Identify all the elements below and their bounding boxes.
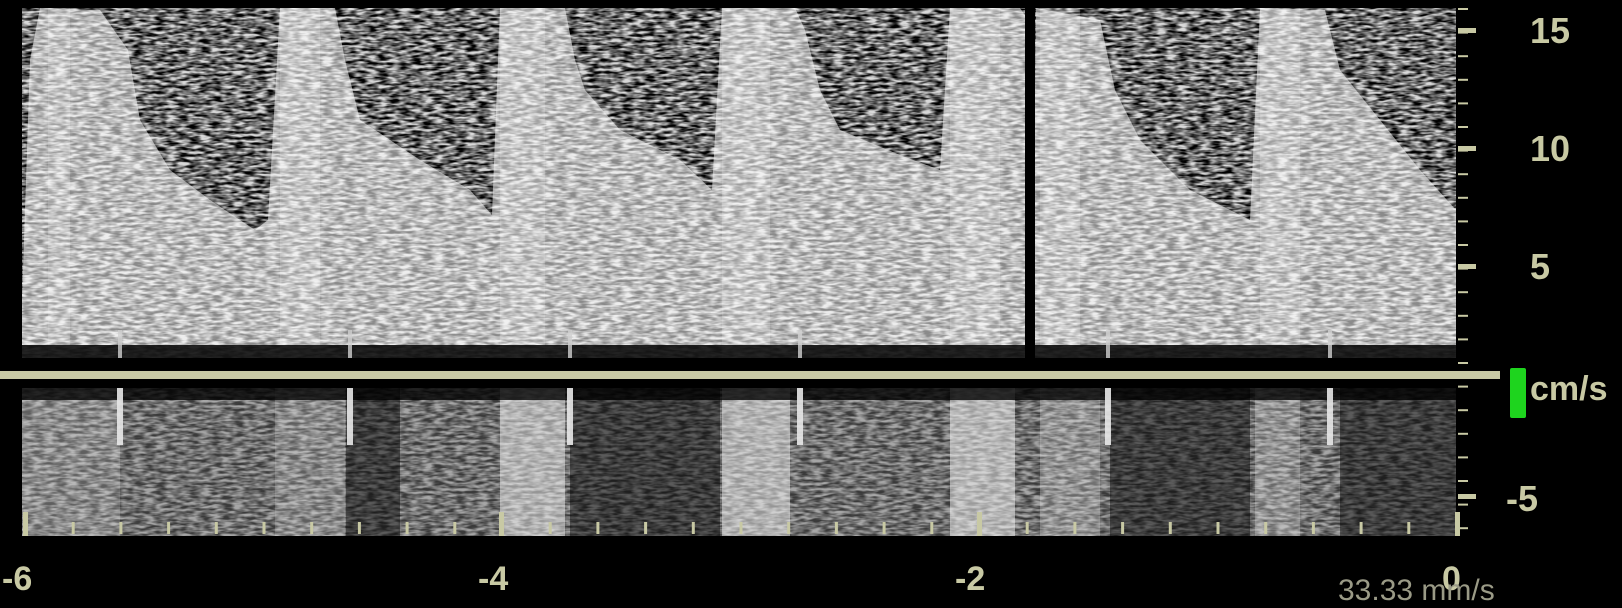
time-tick-label-0: 0: [1442, 560, 1461, 598]
time-tick-label-neg4: -4: [478, 560, 509, 598]
velocity-tick-label-15: 15: [1530, 10, 1571, 51]
velocity-unit-label: cm/s: [1530, 370, 1608, 408]
time-tick-label-neg2: -2: [955, 560, 986, 598]
gain-indicator: [1510, 368, 1526, 418]
velocity-tick-label-neg5: -5: [1506, 478, 1539, 519]
velocity-tick-label-10: 10: [1530, 128, 1571, 169]
sweep-speed-readout: 33.33 mm/s: [1338, 574, 1495, 607]
velocity-tick-label-5: 5: [1530, 246, 1551, 287]
time-tick-label-neg6: -6: [2, 560, 33, 598]
